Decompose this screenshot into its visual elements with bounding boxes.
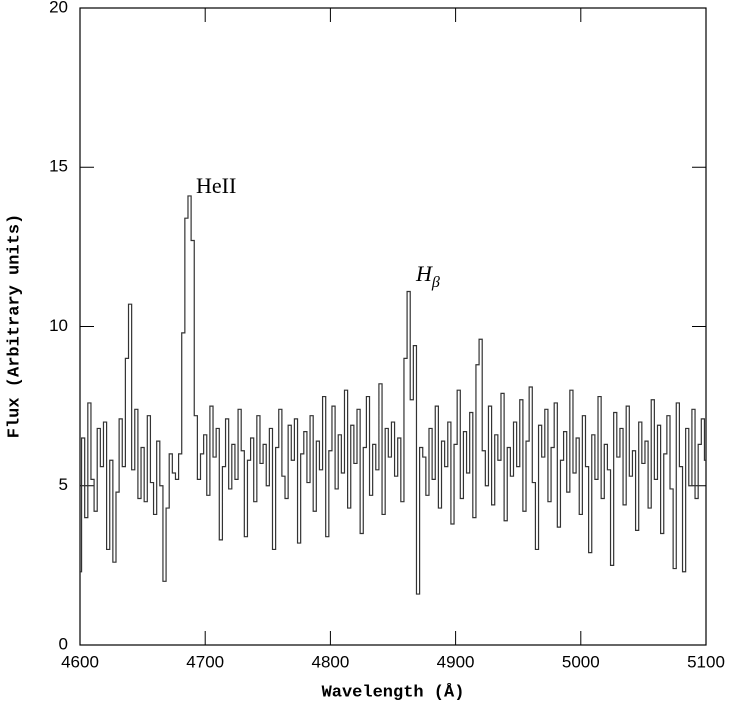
plot-frame	[79, 7, 707, 646]
annotation: HeII	[196, 173, 236, 198]
x-tick-label: 5100	[687, 652, 725, 671]
x-tick-label: 4700	[186, 652, 224, 671]
x-axis-label: Wavelength (Å)	[322, 682, 465, 702]
annotation-text: HeII	[196, 173, 236, 198]
annotation-text: H	[415, 261, 433, 286]
y-tick-label: 0	[59, 634, 68, 653]
annotation: Hβ	[415, 261, 440, 291]
y-tick-label: 5	[59, 475, 68, 494]
annotation-subscript: β	[431, 274, 440, 291]
x-tick-label: 4900	[437, 652, 475, 671]
x-tick-label: 4600	[61, 652, 99, 671]
x-tick-label: 4800	[311, 652, 349, 671]
spectrum-line	[80, 195, 706, 595]
x-tick-label: 5000	[562, 652, 600, 671]
y-axis-label: Flux (Arbitrary units)	[5, 214, 24, 438]
y-tick-label: 15	[49, 157, 68, 176]
y-tick-label: 10	[49, 316, 68, 335]
y-tick-label: 20	[49, 0, 68, 16]
